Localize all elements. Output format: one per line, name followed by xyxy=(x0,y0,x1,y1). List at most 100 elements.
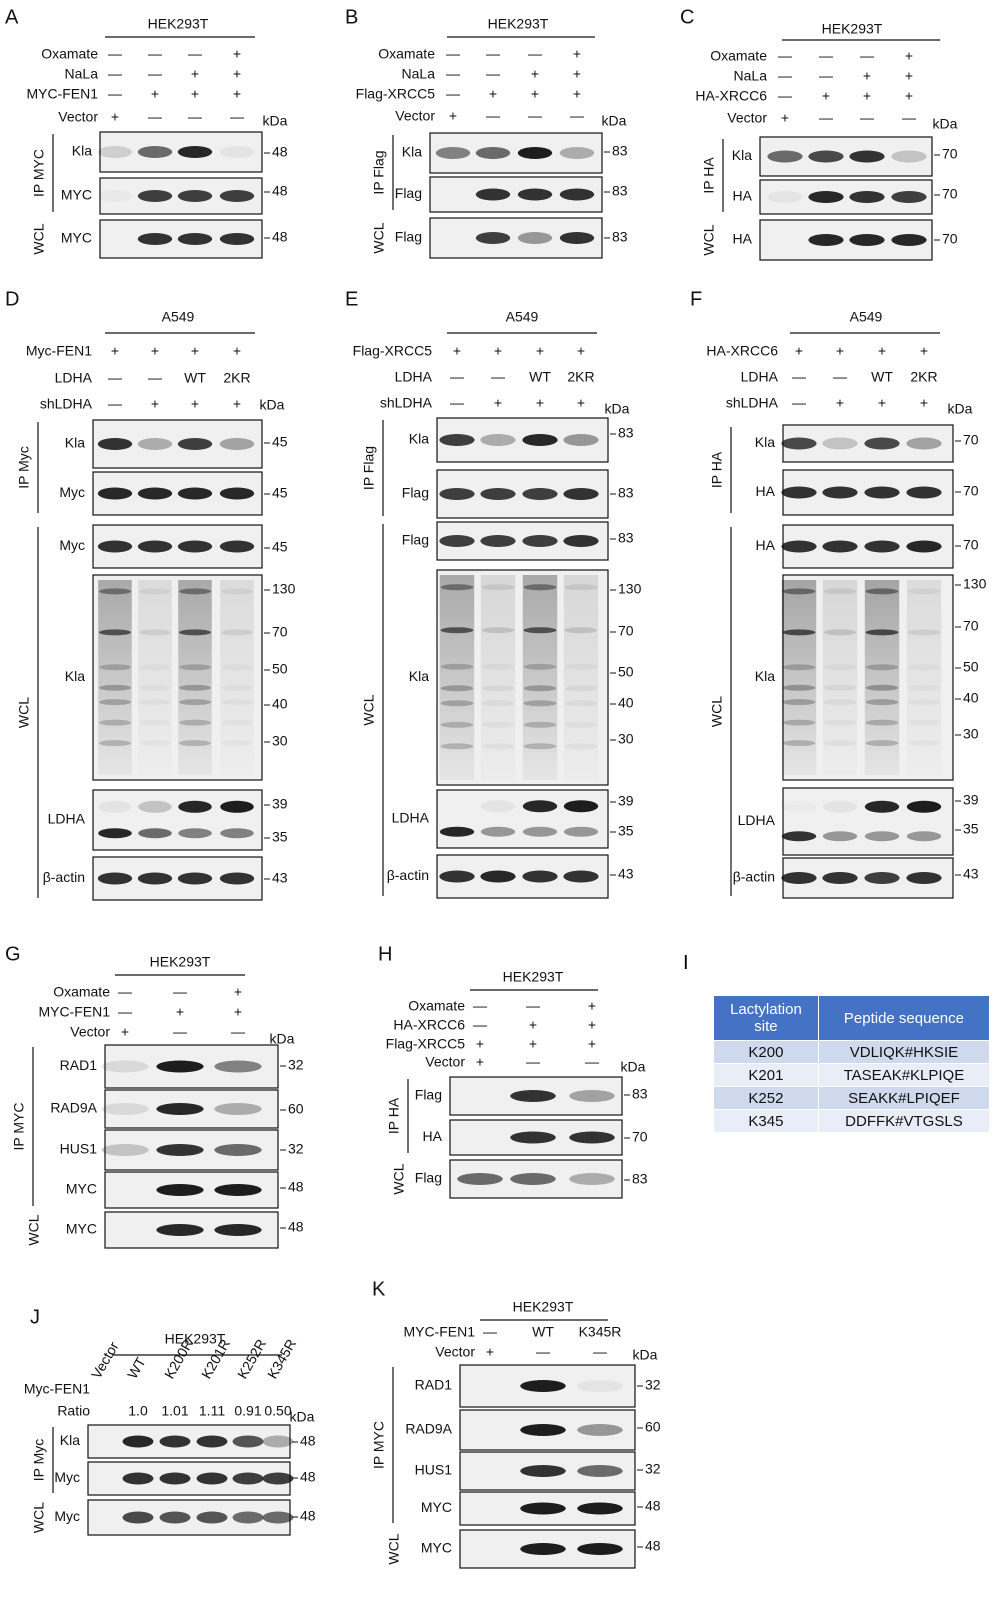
band xyxy=(475,188,511,201)
table-row: K201 TASEAK#KLPIQE xyxy=(713,1063,991,1087)
condition-mark: — xyxy=(108,66,122,82)
marker-label: 83 xyxy=(612,143,628,159)
band xyxy=(98,800,132,813)
cell: DDFFK#VTGSLS xyxy=(817,1109,991,1133)
blot-label: Kla xyxy=(65,435,85,451)
group-label: IP Flag xyxy=(371,150,387,194)
band xyxy=(907,629,941,636)
blot-label: HA xyxy=(756,537,776,553)
condition-mark: — xyxy=(819,110,833,126)
band xyxy=(782,740,816,747)
band xyxy=(232,1511,264,1524)
band xyxy=(101,1060,149,1073)
condition-mark: — xyxy=(230,109,244,125)
condition-mark: — xyxy=(778,88,792,104)
table-header: Lactylation site Peptide sequence xyxy=(713,995,991,1041)
band xyxy=(865,719,899,726)
condition-label: Vector xyxy=(727,110,767,126)
band xyxy=(159,1472,191,1485)
blot-label: HA xyxy=(423,1128,443,1144)
marker-label: 32 xyxy=(645,1461,661,1477)
condition-mark: + xyxy=(905,48,913,64)
band xyxy=(221,684,253,691)
blot-label: Flag xyxy=(402,532,429,548)
condition-mark: — xyxy=(585,1054,599,1070)
band xyxy=(221,720,253,726)
band xyxy=(480,535,516,547)
band xyxy=(865,684,899,691)
condition-mark: — xyxy=(108,396,122,412)
blot-label: HUS1 xyxy=(60,1141,98,1157)
band xyxy=(865,699,899,706)
band xyxy=(822,486,858,499)
marker-label: 70 xyxy=(272,624,288,640)
band xyxy=(822,540,858,553)
marker-label: 83 xyxy=(632,1086,648,1102)
blot-label: HUS1 xyxy=(415,1462,453,1478)
condition-mark: + xyxy=(529,1036,537,1052)
band xyxy=(865,664,899,671)
group-label: IP HA xyxy=(709,451,725,488)
band xyxy=(522,434,558,446)
condition-mark: + xyxy=(836,395,844,411)
lactylation-table: Lactylation site Peptide sequence K200 VD… xyxy=(713,995,991,1133)
condition-mark: + xyxy=(494,395,502,411)
band xyxy=(97,872,133,885)
band xyxy=(522,535,558,547)
cell: TASEAK#KLPIQE xyxy=(817,1063,991,1087)
condition-mark: — xyxy=(819,48,833,64)
condition-mark: 1.11 xyxy=(199,1403,225,1419)
table-row: K200 VDLIQK#HKSIE xyxy=(713,1040,991,1064)
band xyxy=(782,719,816,726)
condition-mark: — xyxy=(792,369,806,385)
marker-label: 39 xyxy=(618,793,634,809)
condition-mark: — xyxy=(860,48,874,64)
blot-label: Kla xyxy=(65,668,85,684)
band xyxy=(480,826,516,837)
band xyxy=(439,870,475,883)
panel-letter: I xyxy=(683,952,689,974)
band xyxy=(781,872,817,884)
marker-label: 130 xyxy=(963,576,987,592)
condition-mark: + xyxy=(111,343,119,359)
condition-label: HA-XRCC6 xyxy=(695,88,767,104)
condition-mark: + xyxy=(191,396,199,412)
condition-mark: + xyxy=(573,66,581,82)
group-label: WCL xyxy=(361,694,377,725)
smear xyxy=(220,580,254,775)
band xyxy=(196,1472,228,1485)
marker-label: 48 xyxy=(288,1179,304,1195)
band xyxy=(865,740,899,747)
condition-mark: — xyxy=(526,1054,540,1070)
condition-mark: WT xyxy=(184,370,206,386)
condition-mark: + xyxy=(151,86,159,102)
band xyxy=(481,627,515,634)
condition-mark: + xyxy=(588,1017,596,1033)
condition-mark: — xyxy=(473,998,487,1014)
band xyxy=(569,1131,615,1144)
condition-mark: — xyxy=(450,395,464,411)
condition-mark: + xyxy=(151,396,159,412)
band xyxy=(156,1184,204,1196)
condition-mark: WT xyxy=(532,1324,554,1340)
band xyxy=(908,664,941,670)
blot-label: RAD9A xyxy=(50,1100,97,1116)
marker-label: 50 xyxy=(618,664,634,680)
band xyxy=(220,828,254,839)
condition-label: Vector xyxy=(58,109,98,125)
smear xyxy=(439,575,475,780)
condition-mark: + xyxy=(151,343,159,359)
band xyxy=(196,1435,228,1448)
smear xyxy=(906,580,942,775)
band xyxy=(214,1103,262,1115)
band xyxy=(822,831,858,842)
group-label: IP Myc xyxy=(31,1439,47,1482)
band xyxy=(97,146,133,158)
condition-label: Myc-FEN1 xyxy=(24,1381,90,1397)
band xyxy=(564,743,598,750)
group-label: WCL xyxy=(16,697,32,728)
condition-label: Myc-FEN1 xyxy=(26,343,92,359)
marker-label: 50 xyxy=(272,661,288,677)
band xyxy=(822,872,858,884)
band xyxy=(864,437,900,450)
